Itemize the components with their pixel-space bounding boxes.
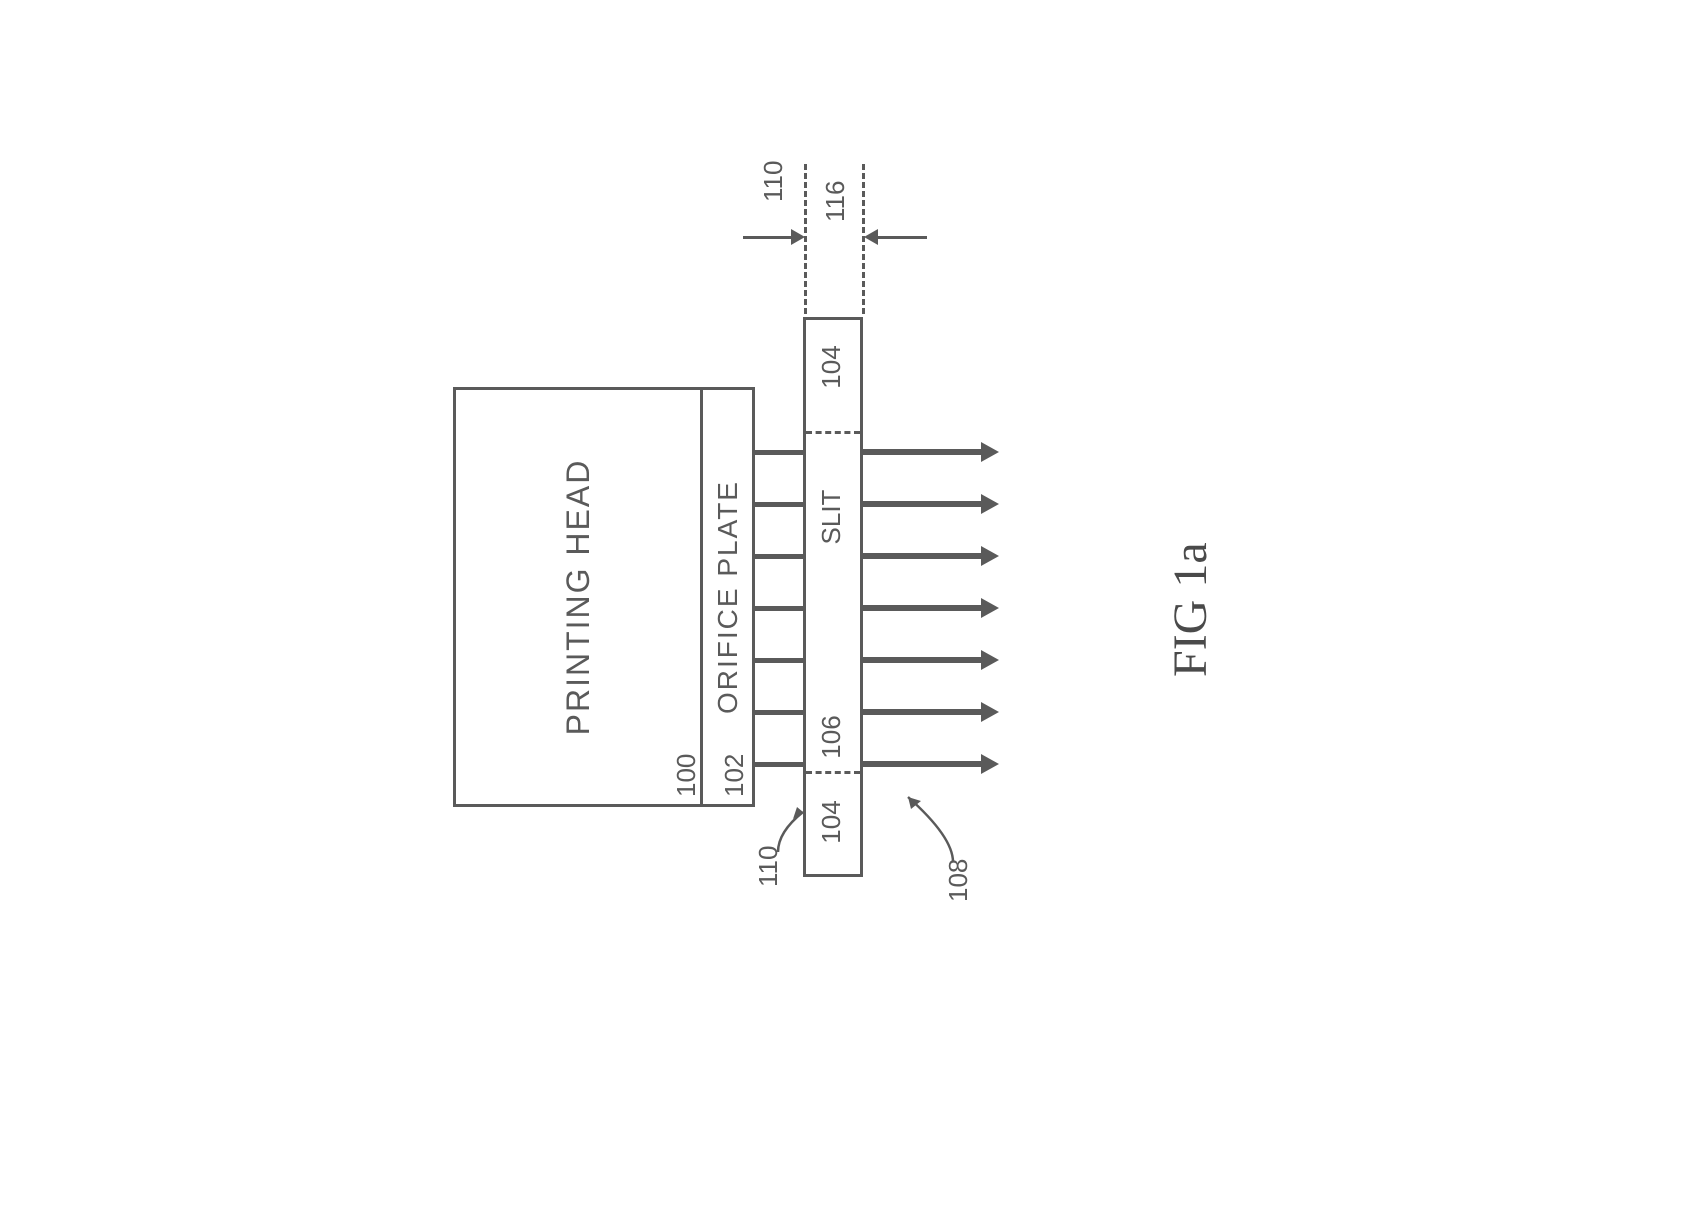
printing-head-box: PRINTING HEAD bbox=[453, 387, 703, 807]
nozzle-line bbox=[755, 658, 803, 663]
jet-arrow-head bbox=[981, 650, 999, 670]
dim-arrow-top bbox=[743, 236, 793, 239]
jet-arrow-head bbox=[981, 754, 999, 774]
nozzle-line bbox=[755, 710, 803, 715]
jet-arrow-head bbox=[981, 598, 999, 618]
patent-diagram: PRINTING HEAD ORIFICE PLATE 104 106 SLIT… bbox=[403, 257, 1303, 957]
ref-116: 116 bbox=[820, 181, 851, 222]
slit-section-slit: SLIT bbox=[816, 457, 847, 577]
jet-arrow-head bbox=[981, 442, 999, 462]
ref-110-right: 110 bbox=[758, 161, 789, 202]
ref-110-leader bbox=[773, 787, 813, 857]
dim-arrow-bot-head bbox=[864, 229, 878, 245]
figure-label: FIG 1a bbox=[1163, 542, 1218, 677]
dim-arrow-bot bbox=[877, 236, 927, 239]
jet-arrow bbox=[863, 657, 983, 663]
printing-head-label: PRINTING HEAD bbox=[559, 459, 596, 736]
nozzle-line bbox=[755, 502, 803, 507]
nozzle-line bbox=[755, 762, 803, 767]
slit-dash bbox=[806, 431, 860, 434]
jet-arrow bbox=[863, 553, 983, 559]
nozzle-line bbox=[755, 554, 803, 559]
ref-100: 100 bbox=[671, 754, 702, 797]
nozzle-line bbox=[755, 606, 803, 611]
orifice-plate-label: ORIFICE PLATE bbox=[711, 480, 743, 714]
jet-arrow-head bbox=[981, 546, 999, 566]
slit-section-106: 106 bbox=[816, 707, 847, 767]
slit-section-104-left: 104 bbox=[816, 782, 847, 862]
nozzle-line bbox=[755, 450, 803, 455]
ref-102: 102 bbox=[719, 754, 750, 797]
jet-arrow bbox=[863, 449, 983, 455]
jet-arrow bbox=[863, 761, 983, 767]
ref-108-leader bbox=[893, 777, 963, 867]
jet-arrow bbox=[863, 501, 983, 507]
jet-arrow-head bbox=[981, 702, 999, 722]
jet-arrow-head bbox=[981, 494, 999, 514]
jet-arrow bbox=[863, 605, 983, 611]
slit-dash bbox=[806, 771, 860, 774]
slit-section-104-right: 104 bbox=[816, 327, 847, 407]
jet-arrow bbox=[863, 709, 983, 715]
dim-arrow-top-head bbox=[791, 229, 805, 245]
orifice-plate-box: ORIFICE PLATE bbox=[700, 387, 755, 807]
